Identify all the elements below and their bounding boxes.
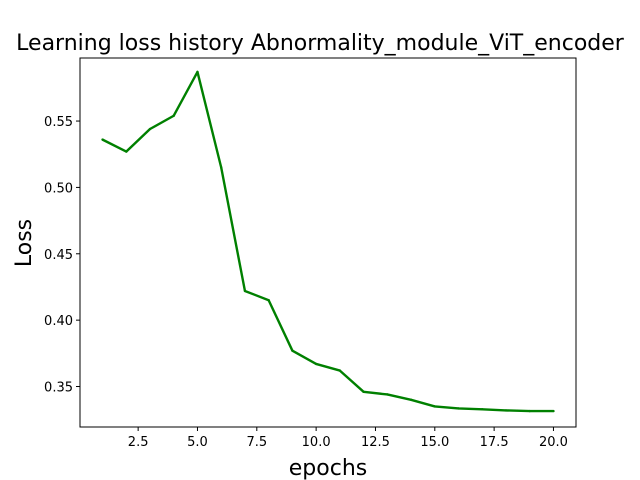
loss-data-point (386, 393, 389, 396)
x-tick-label: 10.0 (302, 435, 331, 450)
loss-data-point (338, 369, 342, 372)
x-tick-label: 7.5 (246, 435, 267, 450)
loss-data-point (220, 166, 223, 169)
loss-data-point (172, 114, 175, 117)
loss-data-point (528, 409, 531, 413)
loss-data-point (504, 409, 508, 412)
x-axis-label: epochs (289, 456, 367, 480)
loss-data-point (409, 398, 413, 401)
loss-data-point (362, 390, 365, 394)
loss-data-point (196, 70, 199, 74)
loss-data-point (291, 349, 294, 352)
x-tick-label: 20.0 (539, 435, 568, 450)
series-layer (101, 70, 555, 413)
y-axis-label: Loss (12, 219, 37, 267)
loss-data-point (125, 150, 128, 153)
y-tick-label: 0.40 (44, 314, 73, 329)
y-tick-label: 0.35 (44, 381, 73, 396)
plot-area-frame (79, 57, 577, 428)
y-tick-label: 0.55 (44, 115, 73, 130)
loss-data-point (314, 362, 318, 366)
loss-data-point (267, 299, 270, 302)
x-tick-label: 15.0 (420, 435, 449, 450)
y-tick-label: 0.50 (44, 181, 73, 196)
loss-data-point (101, 138, 104, 141)
loss-data-point (243, 289, 247, 293)
y-tick-label: 0.45 (44, 248, 73, 263)
x-tick-label: 2.5 (128, 435, 149, 450)
loss-data-point (148, 127, 152, 131)
loss-data-point (481, 408, 484, 411)
x-tick-label: 5.0 (187, 435, 208, 450)
loss-data-point (457, 407, 460, 410)
x-axis: 2.5 5.0 7.5 10.0 12.5 15.0 17.5 20.0 (128, 427, 568, 450)
loss-data-point (552, 409, 555, 413)
chart-title: Learning loss history Abnormality_module… (16, 31, 625, 56)
y-axis: 0.35 0.40 0.45 0.50 0.55 (44, 115, 80, 396)
x-tick-label: 17.5 (480, 435, 509, 450)
x-tick-label: 12.5 (361, 435, 390, 450)
loss-data-point (433, 405, 436, 408)
loss-series-line (102, 70, 554, 413)
